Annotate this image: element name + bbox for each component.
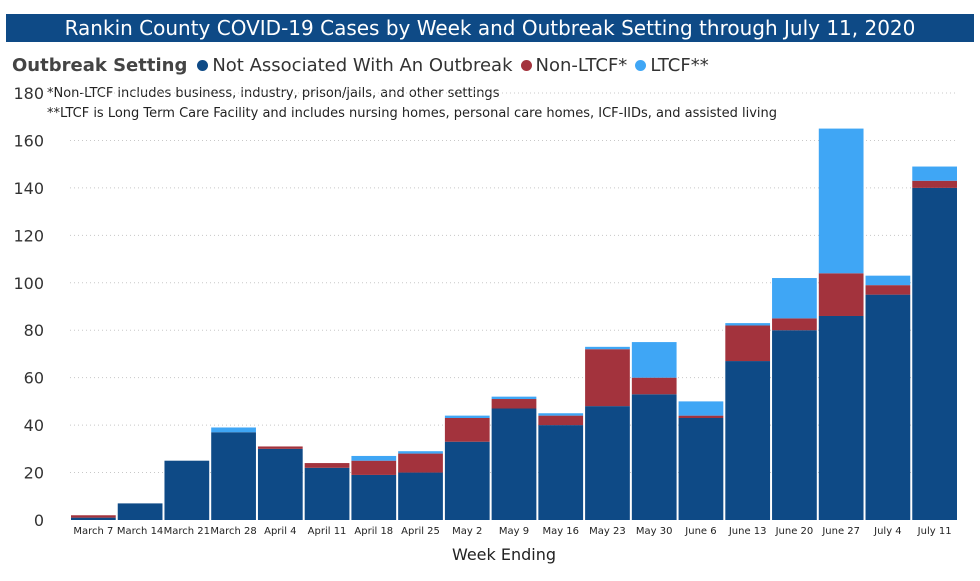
bar-segment-ltcf xyxy=(444,415,490,418)
bar-segment-not-associated xyxy=(912,187,957,520)
bar-segment-non-ltcf xyxy=(351,460,397,475)
bar-segment-non-ltcf xyxy=(631,377,677,395)
bar-segment-not-associated xyxy=(631,394,677,520)
x-tick-label: April 25 xyxy=(401,526,440,537)
legend-label-not-associated: Not Associated With An Outbreak xyxy=(212,54,513,76)
y-tick-label: 160 xyxy=(13,131,44,150)
x-tick-label: March 21 xyxy=(164,526,210,537)
bar-segment-ltcf xyxy=(725,323,771,326)
x-axis-title: Week Ending xyxy=(452,545,556,564)
x-tick-label: May 23 xyxy=(589,526,626,537)
legend-title: Outbreak Setting xyxy=(12,54,188,76)
footnote-ltcf: **LTCF is Long Term Care Facility and in… xyxy=(47,106,778,121)
bar-segment-non-ltcf xyxy=(725,325,771,362)
bar-segment-ltcf xyxy=(865,275,911,286)
bar-segment-not-associated xyxy=(585,406,630,520)
x-tick-label: March 28 xyxy=(210,526,256,537)
bar-segment-not-associated xyxy=(865,294,911,520)
bar-segment-not-associated xyxy=(398,472,443,520)
y-tick-label: 20 xyxy=(24,464,44,483)
chart-title: Rankin County COVID-19 Cases by Week and… xyxy=(6,14,974,42)
bar-segment-ltcf xyxy=(772,278,817,319)
x-tick-label: June 6 xyxy=(684,526,716,537)
bar-segment-not-associated xyxy=(71,517,116,520)
bar-segment-non-ltcf xyxy=(912,180,957,188)
x-tick-label: May 30 xyxy=(636,526,673,537)
legend-dot-not-associated xyxy=(197,59,209,71)
x-tick-label: May 9 xyxy=(499,526,529,537)
bar-segment-not-associated xyxy=(351,474,397,520)
bar-segment-ltcf xyxy=(912,166,957,181)
bar-segment-ltcf xyxy=(631,342,677,378)
bar-segment-non-ltcf xyxy=(257,446,303,449)
footnote-non-ltcf: *Non-LTCF includes business, industry, p… xyxy=(47,86,500,101)
bar-segment-ltcf xyxy=(678,401,724,416)
x-tick-label: July 4 xyxy=(873,526,902,537)
bar-segment-non-ltcf xyxy=(71,515,116,518)
x-tick-label: March 7 xyxy=(73,526,113,537)
bar-segment-not-associated xyxy=(818,315,864,520)
legend-dot-non-ltcf xyxy=(520,59,532,71)
bar-segment-not-associated xyxy=(304,467,350,520)
bar-segment-not-associated xyxy=(491,408,537,520)
x-tick-label: April 4 xyxy=(264,526,296,537)
bar-segment-non-ltcf xyxy=(538,415,584,426)
bar-segment-not-associated xyxy=(257,448,303,520)
x-tick-label: June 27 xyxy=(821,526,860,537)
bar-segment-non-ltcf xyxy=(678,415,724,418)
legend-item-ltcf[interactable]: LTCF** xyxy=(635,54,709,76)
legend: Outbreak Setting Not Associated With An … xyxy=(12,52,717,78)
bar-segment-non-ltcf xyxy=(585,349,630,407)
bar-segment-not-associated xyxy=(772,330,817,520)
legend-label-ltcf: LTCF** xyxy=(650,54,709,76)
y-tick-label: 120 xyxy=(13,226,44,245)
bar-segment-ltcf xyxy=(538,413,584,416)
bar-segment-ltcf xyxy=(818,128,864,274)
bar-segment-non-ltcf xyxy=(398,453,443,473)
y-tick-label: 0 xyxy=(34,511,44,530)
legend-dot-ltcf xyxy=(635,59,647,71)
y-tick-label: 140 xyxy=(13,179,44,198)
y-tick-label: 40 xyxy=(24,416,44,435)
x-tick-label: June 20 xyxy=(775,526,814,537)
x-tick-label: April 18 xyxy=(354,526,393,537)
bar-segment-ltcf xyxy=(398,451,443,454)
bar-segment-not-associated xyxy=(211,432,256,520)
bar-segment-ltcf xyxy=(351,455,397,461)
y-tick-label: 100 xyxy=(13,274,44,293)
x-tick-label: May 16 xyxy=(542,526,579,537)
legend-item-non-ltcf[interactable]: Non-LTCF* xyxy=(520,54,628,76)
bar-segment-not-associated xyxy=(444,441,490,520)
bar-segment-not-associated xyxy=(678,417,724,520)
x-tick-label: April 11 xyxy=(308,526,347,537)
bar-segment-ltcf xyxy=(491,396,537,400)
bar-segment-non-ltcf xyxy=(772,318,817,331)
legend-label-non-ltcf: Non-LTCF* xyxy=(535,54,628,76)
bar-segment-not-associated xyxy=(538,425,584,520)
y-tick-label: 180 xyxy=(13,84,44,103)
bar-segment-non-ltcf xyxy=(818,273,864,316)
legend-item-not-associated[interactable]: Not Associated With An Outbreak xyxy=(197,54,513,76)
x-tick-label: June 13 xyxy=(728,526,767,537)
x-tick-label: May 2 xyxy=(452,526,482,537)
x-tick-label: July 11 xyxy=(917,526,952,537)
bar-segment-non-ltcf xyxy=(304,463,350,468)
bar-segment-non-ltcf xyxy=(444,417,490,442)
bar-segment-non-ltcf xyxy=(865,285,911,295)
bar-segment-ltcf xyxy=(585,346,630,350)
y-tick-label: 60 xyxy=(24,369,44,388)
bar-segment-non-ltcf xyxy=(491,399,537,409)
bar-segment-not-associated xyxy=(725,361,771,520)
bar-segment-ltcf xyxy=(211,427,256,433)
bar-segment-not-associated xyxy=(164,460,210,520)
bar-segment-not-associated xyxy=(117,503,163,520)
y-tick-label: 80 xyxy=(24,321,44,340)
x-tick-label: March 14 xyxy=(117,526,163,537)
